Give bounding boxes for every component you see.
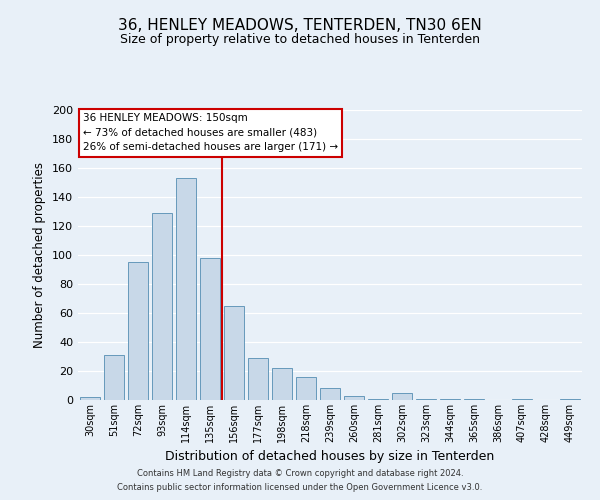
- Bar: [176, 178, 196, 400]
- Bar: [464, 398, 484, 400]
- Text: 36 HENLEY MEADOWS: 150sqm
← 73% of detached houses are smaller (483)
26% of semi: 36 HENLEY MEADOWS: 150sqm ← 73% of detac…: [83, 113, 338, 152]
- Bar: [152, 213, 172, 400]
- Text: Contains public sector information licensed under the Open Government Licence v3: Contains public sector information licen…: [118, 484, 482, 492]
- Text: Contains HM Land Registry data © Crown copyright and database right 2024.: Contains HM Land Registry data © Crown c…: [137, 468, 463, 477]
- Bar: [560, 398, 580, 400]
- Bar: [416, 398, 436, 400]
- Bar: [224, 306, 244, 400]
- Bar: [128, 262, 148, 400]
- Y-axis label: Number of detached properties: Number of detached properties: [34, 162, 46, 348]
- Bar: [272, 368, 292, 400]
- Bar: [104, 355, 124, 400]
- X-axis label: Distribution of detached houses by size in Tenterden: Distribution of detached houses by size …: [166, 450, 494, 464]
- Bar: [200, 258, 220, 400]
- Bar: [392, 393, 412, 400]
- Bar: [248, 358, 268, 400]
- Bar: [80, 397, 100, 400]
- Bar: [368, 398, 388, 400]
- Text: 36, HENLEY MEADOWS, TENTERDEN, TN30 6EN: 36, HENLEY MEADOWS, TENTERDEN, TN30 6EN: [118, 18, 482, 32]
- Bar: [440, 398, 460, 400]
- Bar: [344, 396, 364, 400]
- Bar: [320, 388, 340, 400]
- Bar: [512, 398, 532, 400]
- Bar: [296, 377, 316, 400]
- Text: Size of property relative to detached houses in Tenterden: Size of property relative to detached ho…: [120, 32, 480, 46]
